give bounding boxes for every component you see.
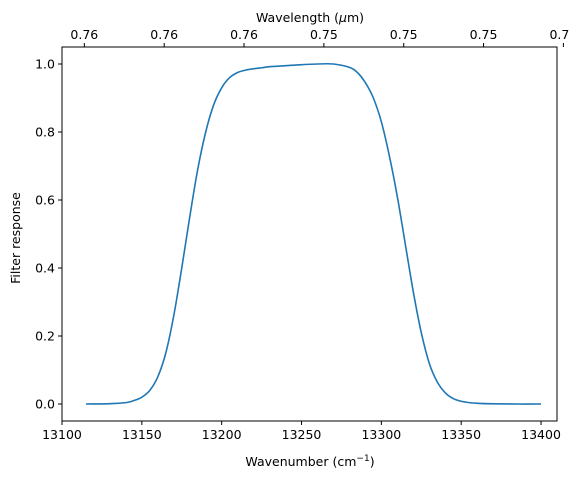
y-tick-label: 1.0 [35, 57, 55, 72]
plot-frame [61, 46, 558, 422]
top-axis-title-suffix: m) [347, 10, 364, 25]
top-tick-label: 0.75 [549, 27, 570, 42]
x-axis-title-suffix: ) [370, 454, 375, 469]
y-axis-title: Filter response [8, 192, 23, 284]
series-layer [85, 62, 542, 405]
top-tick-label: 0.76 [70, 27, 98, 42]
ticks-layer: 13100 13150 13200 13250 13300 13350 13400 0.76 0… [35, 27, 570, 442]
x-tick-label: 13300 [361, 427, 401, 442]
x-axis-title: Wavenumber (cm−1) [245, 454, 374, 469]
top-tick-label: 0.75 [470, 27, 498, 42]
y-tick-label: 0.0 [35, 397, 55, 412]
top-tick-label: 0.76 [150, 27, 178, 42]
x-tick-label: 13100 [42, 427, 82, 442]
x-tick-label: 13200 [202, 427, 242, 442]
x-tick-label: 13150 [122, 427, 162, 442]
x-tick-label: 13350 [441, 427, 481, 442]
x-axis-title-superscript: −1 [356, 454, 369, 464]
top-tick-label: 0.76 [230, 27, 258, 42]
y-tick-label: 0.8 [35, 125, 55, 140]
top-tick-label: 0.75 [390, 27, 418, 42]
top-axis-title-mu: μ [338, 10, 347, 25]
filter-response-line [85, 62, 542, 405]
top-axis-title: Wavelength (μm) [256, 10, 364, 25]
y-tick-label: 0.2 [35, 329, 55, 344]
top-tick-label: 0.75 [310, 27, 338, 42]
top-axis-title-prefix: Wavelength ( [256, 10, 339, 25]
x-tick-label: 13400 [521, 427, 561, 442]
x-tick-label: 13250 [282, 427, 322, 442]
y-tick-label: 0.4 [35, 261, 55, 276]
x-axis-title-prefix: Wavenumber (cm [245, 454, 356, 469]
y-tick-label: 0.6 [35, 193, 55, 208]
